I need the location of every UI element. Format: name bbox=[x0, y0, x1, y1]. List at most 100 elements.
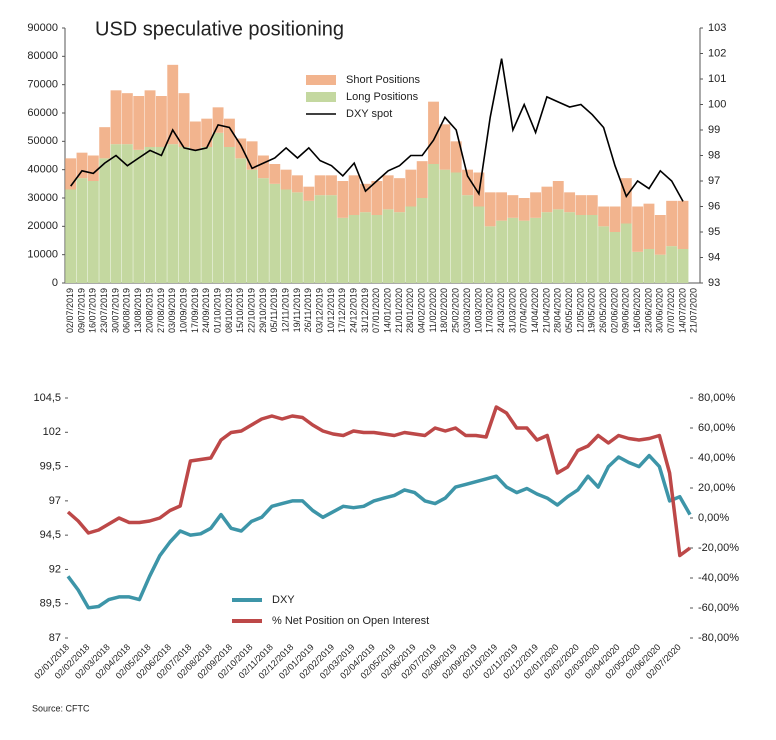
x-tick-label: 14/07/2020 bbox=[677, 288, 687, 333]
y-tick-label: 50000 bbox=[27, 135, 58, 147]
x-tick-label: 13/08/2019 bbox=[133, 288, 143, 333]
x-tick-label: 28/01/2020 bbox=[405, 288, 415, 333]
bar bbox=[121, 93, 133, 145]
bar bbox=[654, 254, 666, 283]
x-tick-label: 20/08/2019 bbox=[144, 288, 154, 333]
bar bbox=[598, 206, 610, 227]
bar bbox=[450, 141, 462, 173]
x-tick-label: 16/07/2019 bbox=[88, 288, 98, 333]
bar bbox=[303, 200, 315, 283]
x-tick-label: 03/03/2020 bbox=[462, 288, 472, 333]
bar bbox=[121, 144, 133, 283]
line bbox=[66, 405, 692, 558]
bar bbox=[212, 107, 224, 133]
bar bbox=[133, 96, 145, 150]
bar bbox=[598, 226, 610, 283]
x-tick-label: 01/10/2019 bbox=[212, 288, 222, 333]
bar bbox=[620, 223, 632, 283]
bar bbox=[609, 232, 621, 283]
y2-tick-label: 99 bbox=[708, 124, 720, 136]
y2-tick-label: 80,00% bbox=[698, 392, 736, 404]
y-tick-label: 104,5 bbox=[33, 392, 61, 404]
bar bbox=[110, 144, 122, 283]
bar bbox=[677, 200, 689, 249]
x-tick-label: 14/04/2020 bbox=[530, 288, 540, 333]
bar bbox=[496, 192, 508, 221]
chart-title: USD speculative positioning bbox=[95, 18, 344, 40]
bar bbox=[462, 169, 473, 196]
x-tick-label: 10/12/2019 bbox=[326, 288, 336, 333]
bar bbox=[371, 215, 383, 283]
x-tick-label: 03/09/2019 bbox=[167, 288, 177, 333]
bar bbox=[552, 209, 564, 283]
x-tick-label: 30/06/2020 bbox=[655, 288, 665, 333]
x-tick-label: 12/05/2020 bbox=[575, 288, 585, 333]
bar bbox=[223, 118, 235, 147]
bar bbox=[609, 206, 621, 232]
bar bbox=[382, 175, 394, 210]
bar bbox=[303, 186, 315, 201]
bar bbox=[337, 181, 349, 218]
x-tick-label: 24/03/2020 bbox=[496, 288, 506, 333]
x-tick-label: 27/08/2019 bbox=[156, 288, 166, 333]
bar bbox=[552, 181, 564, 210]
y2-tick-label: 93 bbox=[708, 277, 720, 289]
bar bbox=[643, 203, 655, 249]
x-tick-label: 02/07/2019 bbox=[65, 288, 75, 333]
bar bbox=[484, 192, 496, 227]
x-tick-label: 23/06/2020 bbox=[643, 288, 653, 333]
bar bbox=[666, 246, 678, 283]
legend-label: Long Positions bbox=[346, 91, 419, 103]
bar bbox=[269, 183, 281, 283]
bar bbox=[518, 198, 530, 221]
bar bbox=[178, 147, 190, 283]
y2-tick-label: 100 bbox=[708, 98, 726, 110]
y-tick-label: 97 bbox=[49, 495, 61, 507]
y2-tick-label: 20,00% bbox=[698, 482, 736, 494]
bar bbox=[223, 147, 235, 283]
x-tick-label: 18/02/2020 bbox=[439, 288, 449, 333]
y-tick-label: 94,5 bbox=[40, 529, 61, 541]
bar bbox=[326, 195, 337, 283]
bar bbox=[643, 249, 655, 283]
legend-label: Short Positions bbox=[346, 74, 420, 86]
line bbox=[66, 453, 692, 610]
x-tick-label: 09/06/2020 bbox=[621, 288, 631, 333]
x-tick-label: 29/10/2019 bbox=[258, 288, 268, 333]
bar bbox=[462, 195, 473, 283]
bar bbox=[87, 155, 99, 181]
bar bbox=[360, 212, 371, 283]
x-tick-label: 24/12/2019 bbox=[349, 288, 359, 333]
bar bbox=[518, 220, 530, 283]
x-tick-label: 21/07/2020 bbox=[689, 288, 699, 333]
x-tick-label: 07/04/2020 bbox=[519, 288, 529, 333]
x-tick-label: 24/09/2019 bbox=[201, 288, 211, 333]
bar bbox=[201, 147, 213, 283]
bar bbox=[269, 164, 281, 184]
legend-label: % Net Position on Open Interest bbox=[272, 615, 429, 627]
y-tick-label: 99,5 bbox=[40, 460, 61, 472]
bar bbox=[235, 138, 247, 159]
y2-tick-label: 60,00% bbox=[698, 422, 736, 434]
legend-swatch bbox=[306, 92, 336, 102]
x-tick-label: 16/06/2020 bbox=[632, 288, 642, 333]
legend-label: DXY bbox=[272, 594, 295, 606]
bar bbox=[439, 124, 451, 170]
x-tick-label: 08/10/2019 bbox=[224, 288, 234, 333]
bar bbox=[586, 215, 598, 283]
x-tick-label: 04/02/2020 bbox=[417, 288, 427, 333]
bar bbox=[677, 249, 689, 283]
y-tick-label: 60000 bbox=[27, 107, 58, 119]
bar bbox=[416, 161, 428, 198]
bar bbox=[428, 164, 439, 283]
x-tick-label: 26/05/2020 bbox=[598, 288, 608, 333]
y2-tick-label: 103 bbox=[708, 22, 726, 34]
bar bbox=[65, 158, 77, 190]
x-tick-label: 02/06/2020 bbox=[609, 288, 619, 333]
bar bbox=[348, 215, 360, 283]
x-tick-label: 26/11/2019 bbox=[303, 288, 313, 332]
y-tick-label: 10000 bbox=[27, 249, 58, 261]
y-tick-label: 0 bbox=[52, 277, 58, 289]
x-tick-label: 19/11/2019 bbox=[292, 288, 302, 332]
